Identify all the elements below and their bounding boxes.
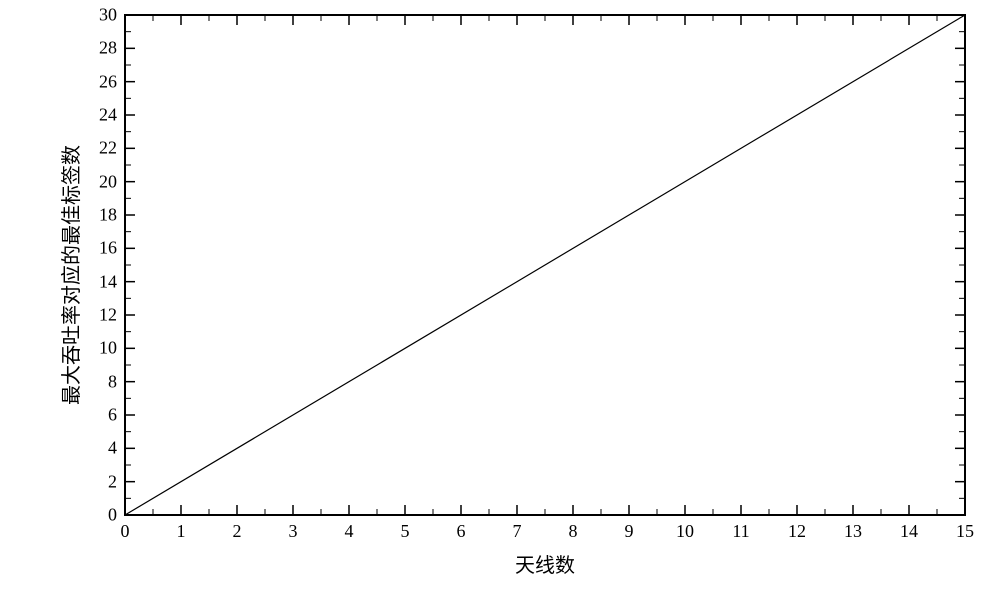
x-tick-label: 7 — [513, 521, 522, 542]
x-tick-label: 0 — [121, 521, 130, 542]
y-tick-label: 16 — [99, 238, 117, 259]
x-tick-label: 2 — [233, 521, 242, 542]
x-tick-label: 9 — [625, 521, 634, 542]
x-tick-label: 3 — [289, 521, 298, 542]
y-tick-label: 14 — [99, 271, 117, 292]
y-tick-label: 0 — [108, 505, 117, 526]
y-tick-label: 6 — [108, 405, 117, 426]
y-tick-label: 24 — [99, 105, 117, 126]
y-tick-label: 28 — [99, 38, 117, 59]
x-tick-label: 1 — [177, 521, 186, 542]
x-tick-label: 12 — [788, 521, 806, 542]
x-tick-label: 4 — [345, 521, 354, 542]
x-tick-label: 14 — [900, 521, 918, 542]
x-tick-label: 8 — [569, 521, 578, 542]
y-tick-label: 30 — [99, 5, 117, 26]
line-chart: 最大吞吐率对应的最佳标签数 天线数 0123456789101112131415… — [0, 0, 1000, 592]
x-tick-label: 13 — [844, 521, 862, 542]
y-tick-label: 18 — [99, 205, 117, 226]
y-tick-label: 2 — [108, 471, 117, 492]
x-tick-label: 15 — [956, 521, 974, 542]
y-tick-label: 8 — [108, 371, 117, 392]
x-tick-label: 11 — [732, 521, 749, 542]
y-tick-label: 10 — [99, 338, 117, 359]
x-tick-label: 5 — [401, 521, 410, 542]
y-tick-label: 22 — [99, 138, 117, 159]
y-tick-label: 12 — [99, 305, 117, 326]
y-tick-label: 4 — [108, 438, 117, 459]
y-tick-label: 26 — [99, 71, 117, 92]
y-tick-label: 20 — [99, 171, 117, 192]
chart-svg — [0, 0, 1000, 592]
y-axis-label: 最大吞吐率对应的最佳标签数 — [55, 145, 84, 405]
x-axis-label: 天线数 — [515, 549, 575, 578]
x-tick-label: 10 — [676, 521, 694, 542]
x-tick-label: 6 — [457, 521, 466, 542]
